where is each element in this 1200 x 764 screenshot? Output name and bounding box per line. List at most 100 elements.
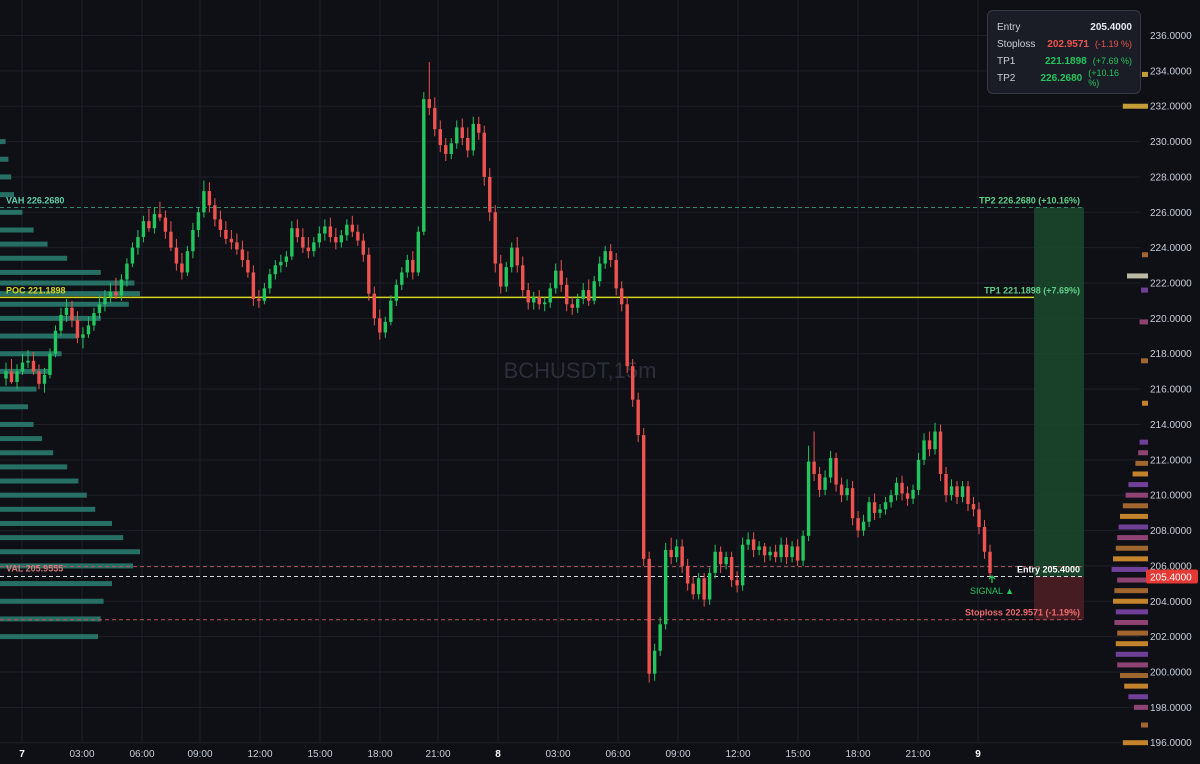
time-tick-label: 03:00 xyxy=(545,749,570,760)
info-tp2-pct: (+10.16 %) xyxy=(1088,68,1119,88)
candle-body xyxy=(433,107,437,130)
candle-body xyxy=(378,318,382,333)
info-tp2-label: TP2 xyxy=(997,72,1016,84)
take-profit-zone xyxy=(1034,207,1084,577)
candle-body xyxy=(405,260,410,273)
candle-body xyxy=(510,247,514,268)
time-tick-label: 18:00 xyxy=(845,749,870,760)
candle-body xyxy=(125,263,129,280)
candle-body xyxy=(652,650,657,674)
candle-body xyxy=(823,477,827,490)
candle-body xyxy=(427,99,431,108)
candle-body xyxy=(515,247,519,266)
volume-bar-right xyxy=(1142,71,1148,77)
price-tick-label: 204.0000 xyxy=(1150,597,1192,608)
info-entry-value: 205.4000 xyxy=(1090,21,1132,33)
candle-body xyxy=(119,279,124,296)
level-lines: VAH 226.2680 POC 221.1898 VAL 205.9555 TP2 … xyxy=(0,196,1084,621)
price-tick-label: 198.0000 xyxy=(1150,703,1192,714)
candle-body xyxy=(746,539,750,545)
volume-bar-left xyxy=(0,520,112,526)
candle-body xyxy=(850,488,855,519)
volume-bar-right xyxy=(1114,588,1148,594)
time-tick-label: 9 xyxy=(975,749,981,760)
candle-body xyxy=(867,502,871,522)
candle-body xyxy=(273,265,278,275)
price-tick-label: 230.0000 xyxy=(1150,137,1192,148)
volume-bar-left xyxy=(0,227,34,233)
candle-body xyxy=(75,320,80,338)
candle-body xyxy=(680,546,684,566)
volume-bar-left xyxy=(0,464,68,470)
price-tick-label: 228.0000 xyxy=(1150,172,1192,183)
volume-bar-right xyxy=(1117,577,1148,583)
candle-body xyxy=(389,300,393,322)
candle-body xyxy=(141,221,146,238)
poc-label: POC 221.1898 xyxy=(6,285,66,295)
candle-body xyxy=(658,624,662,651)
candle-body xyxy=(191,229,195,252)
volume-bar-right xyxy=(1142,252,1148,258)
candle-body xyxy=(81,334,85,338)
candle-body xyxy=(224,229,228,239)
candle-body xyxy=(262,288,267,301)
tp2-label: TP2 226.2680 (+10.16%) xyxy=(979,196,1080,206)
price-tick-label: 214.0000 xyxy=(1150,420,1192,431)
volume-bar-left xyxy=(0,581,112,587)
candle-body xyxy=(488,176,492,213)
volume-bar-right xyxy=(1118,524,1148,530)
candle-body xyxy=(339,235,344,243)
volume-bar-right xyxy=(1141,722,1148,728)
candle-body xyxy=(103,297,107,305)
volume-bar-right xyxy=(1135,460,1148,466)
volume-bar-right xyxy=(1115,609,1148,615)
info-tp2-value: 226.2680 xyxy=(1040,72,1083,84)
candle-body xyxy=(966,486,970,505)
volume-bar-right xyxy=(1117,630,1148,636)
candle-body xyxy=(394,284,399,301)
signal-arrow-icon xyxy=(988,575,996,583)
candle-body xyxy=(751,539,756,550)
candle-body xyxy=(306,247,311,252)
candle-body xyxy=(158,214,162,218)
volume-bar-left xyxy=(0,192,14,198)
time-tick-label: 15:00 xyxy=(307,749,332,760)
trade-info-panel: Entry 205.4000 Stoploss 202.9571 (-1.19 … xyxy=(987,10,1141,94)
candle-body xyxy=(48,353,52,375)
info-stoploss-pct: (-1.19 %) xyxy=(1094,39,1132,49)
time-tick-label: 21:00 xyxy=(905,749,930,760)
candle-body xyxy=(608,251,613,261)
candle-body xyxy=(477,123,481,133)
candle-body xyxy=(350,224,355,232)
candle-body xyxy=(92,313,96,326)
price-tick-label: 196.0000 xyxy=(1150,738,1192,749)
candle-body xyxy=(152,214,157,229)
tp1-label: TP1 221.1898 (+7.69%) xyxy=(984,285,1080,295)
volume-profile-right xyxy=(1111,71,1148,746)
volume-bar-left xyxy=(0,404,28,410)
price-tick-label: 212.0000 xyxy=(1150,455,1192,466)
candle-body xyxy=(290,228,294,257)
annotations: SIGNAL ▲ xyxy=(970,575,1014,596)
candle-body xyxy=(554,270,558,289)
candle-body xyxy=(559,270,563,285)
candle-body xyxy=(70,307,74,321)
candle-body xyxy=(20,362,25,372)
volume-bar-right xyxy=(1122,503,1148,509)
vah-label: VAH 226.2680 xyxy=(6,196,64,206)
candle-body xyxy=(977,509,981,528)
candle-body xyxy=(301,237,305,248)
time-tick-label: 09:00 xyxy=(665,749,690,760)
candle-body xyxy=(955,486,959,497)
price-tick-label: 232.0000 xyxy=(1150,102,1192,113)
candle-body xyxy=(108,291,113,298)
candle-body xyxy=(718,551,723,565)
volume-bar-right xyxy=(1122,103,1148,109)
symbol-watermark: BCHUSDT,15m xyxy=(504,358,657,383)
candle-body xyxy=(779,544,783,558)
volume-bar-left xyxy=(0,421,34,427)
candle-body xyxy=(817,473,822,490)
info-entry-label: Entry xyxy=(997,21,1021,33)
candle-body xyxy=(31,360,36,372)
